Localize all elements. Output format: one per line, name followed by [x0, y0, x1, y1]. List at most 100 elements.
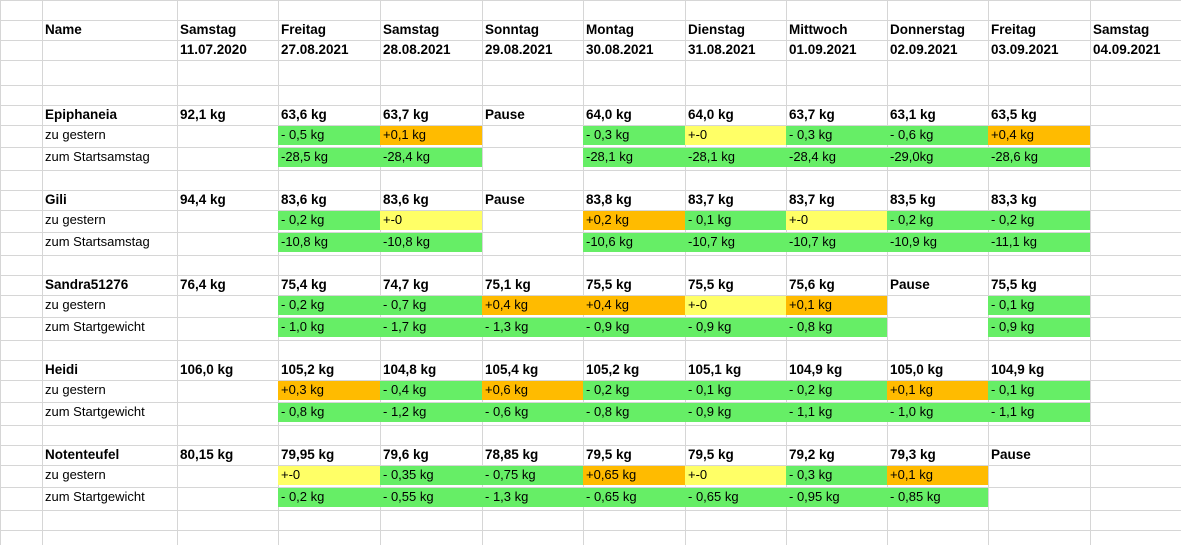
participant-name-cell[interactable]: Sandra51276	[45, 277, 129, 292]
total-cell[interactable]: -28,4 kg	[786, 148, 887, 167]
total-cell[interactable]	[1090, 233, 1181, 252]
diff-cell[interactable]	[887, 296, 988, 315]
weight-cell[interactable]: 79,5 kg	[688, 447, 734, 462]
total-cell[interactable]	[177, 488, 278, 507]
weight-cell[interactable]: 106,0 kg	[180, 362, 234, 377]
weight-cell[interactable]: 83,6 kg	[281, 192, 327, 207]
total-cell[interactable]	[177, 148, 278, 167]
total-cell[interactable]: - 1,0 kg	[278, 318, 380, 337]
total-cell[interactable]: -28,4 kg	[380, 148, 482, 167]
weight-cell[interactable]: 105,4 kg	[485, 362, 539, 377]
total-cell[interactable]: - 0,8 kg	[786, 318, 887, 337]
diff-cell[interactable]: - 0,2 kg	[278, 211, 380, 230]
weight-cell[interactable]: 105,1 kg	[688, 362, 742, 377]
total-cell[interactable]: - 0,9 kg	[685, 318, 786, 337]
total-label-cell[interactable]: zum Startgewicht	[45, 489, 145, 504]
total-cell[interactable]	[482, 233, 583, 252]
diff-cell[interactable]: +-0	[380, 211, 482, 230]
weight-cell[interactable]: 63,6 kg	[281, 107, 327, 122]
total-cell[interactable]: -10,7 kg	[786, 233, 887, 252]
diff-cell[interactable]: - 0,1 kg	[685, 211, 786, 230]
diff-cell[interactable]: +0,4 kg	[482, 296, 583, 315]
diff-cell[interactable]: +-0	[685, 466, 786, 485]
total-label-cell[interactable]: zum Startsamstag	[45, 234, 150, 249]
total-cell[interactable]	[1090, 318, 1181, 337]
diff-cell[interactable]	[482, 126, 583, 145]
total-cell[interactable]: - 1,3 kg	[482, 318, 583, 337]
weight-cell[interactable]: 104,9 kg	[789, 362, 843, 377]
weight-cell[interactable]: 79,5 kg	[586, 447, 632, 462]
weight-cell[interactable]: 80,15 kg	[180, 447, 234, 462]
weight-cell[interactable]: 105,2 kg	[281, 362, 335, 377]
header-day-cell[interactable]: Freitag	[281, 22, 327, 37]
diff-cell[interactable]	[177, 466, 278, 485]
weight-cell[interactable]: 104,9 kg	[991, 362, 1045, 377]
diff-cell[interactable]	[988, 466, 1090, 485]
weight-cell[interactable]: Pause	[991, 447, 1031, 462]
total-cell[interactable]: -10,7 kg	[685, 233, 786, 252]
weight-cell[interactable]: 79,2 kg	[789, 447, 835, 462]
total-cell[interactable]: -28,5 kg	[278, 148, 380, 167]
total-cell[interactable]: - 0,9 kg	[685, 403, 786, 422]
diff-cell[interactable]: +0,6 kg	[482, 381, 583, 400]
total-cell[interactable]: - 0,65 kg	[685, 488, 786, 507]
weight-cell[interactable]: 104,8 kg	[383, 362, 437, 377]
diff-cell[interactable]: - 0,5 kg	[278, 126, 380, 145]
total-cell[interactable]: - 1,1 kg	[786, 403, 887, 422]
weight-cell[interactable]: 75,5 kg	[991, 277, 1037, 292]
weight-cell[interactable]: 75,1 kg	[485, 277, 531, 292]
weight-cell[interactable]: Pause	[890, 277, 930, 292]
diff-cell[interactable]: +0,65 kg	[583, 466, 685, 485]
weight-cell[interactable]: 63,7 kg	[383, 107, 429, 122]
diff-cell[interactable]: - 0,7 kg	[380, 296, 482, 315]
weight-cell[interactable]	[1090, 191, 1181, 210]
header-date-cell[interactable]: 04.09.2021	[1093, 42, 1161, 57]
weight-cell[interactable]: 78,85 kg	[485, 447, 539, 462]
total-cell[interactable]: -29,0kg	[887, 148, 988, 167]
header-day-cell[interactable]: Samstag	[1093, 22, 1150, 37]
total-cell[interactable]: - 0,55 kg	[380, 488, 482, 507]
header-date-cell[interactable]: 30.08.2021	[586, 42, 654, 57]
header-date-cell[interactable]: 28.08.2021	[383, 42, 451, 57]
total-cell[interactable]: -10,8 kg	[278, 233, 380, 252]
total-cell[interactable]: - 0,6 kg	[482, 403, 583, 422]
weight-cell[interactable]: Pause	[485, 192, 525, 207]
total-cell[interactable]: - 0,85 kg	[887, 488, 988, 507]
total-label-cell[interactable]: zum Startgewicht	[45, 319, 145, 334]
total-cell[interactable]	[177, 403, 278, 422]
weight-cell[interactable]: 75,5 kg	[688, 277, 734, 292]
weight-cell[interactable]: 64,0 kg	[586, 107, 632, 122]
weight-cell[interactable]: 75,4 kg	[281, 277, 327, 292]
total-cell[interactable]: - 0,8 kg	[278, 403, 380, 422]
weight-cell[interactable]: 79,95 kg	[281, 447, 335, 462]
diff-cell[interactable]: +0,2 kg	[583, 211, 685, 230]
diff-cell[interactable]: - 0,1 kg	[988, 296, 1090, 315]
diff-cell[interactable]: - 0,1 kg	[685, 381, 786, 400]
total-cell[interactable]: -28,6 kg	[988, 148, 1090, 167]
diff-cell[interactable]	[177, 211, 278, 230]
header-date-cell[interactable]: 03.09.2021	[991, 42, 1059, 57]
header-date-cell[interactable]: 02.09.2021	[890, 42, 958, 57]
total-cell[interactable]: - 0,65 kg	[583, 488, 685, 507]
total-cell[interactable]	[177, 233, 278, 252]
weight-cell[interactable]: 64,0 kg	[688, 107, 734, 122]
total-cell[interactable]: -28,1 kg	[583, 148, 685, 167]
diff-cell[interactable]	[177, 126, 278, 145]
diff-cell[interactable]: +-0	[685, 126, 786, 145]
diff-cell[interactable]	[1090, 466, 1181, 485]
total-cell[interactable]: -28,1 kg	[685, 148, 786, 167]
total-cell[interactable]	[482, 148, 583, 167]
total-cell[interactable]: - 1,3 kg	[482, 488, 583, 507]
total-cell[interactable]: -11,1 kg	[988, 233, 1090, 252]
weight-cell[interactable]: 105,2 kg	[586, 362, 640, 377]
participant-name-cell[interactable]: Gili	[45, 192, 67, 207]
diff-cell[interactable]: +0,1 kg	[887, 466, 988, 485]
diff-cell[interactable]	[1090, 296, 1181, 315]
diff-cell[interactable]: +-0	[278, 466, 380, 485]
header-day-cell[interactable]: Samstag	[180, 22, 237, 37]
total-cell[interactable]: -10,9 kg	[887, 233, 988, 252]
header-day-cell[interactable]: Donnerstag	[890, 22, 966, 37]
weight-cell[interactable]: 63,7 kg	[789, 107, 835, 122]
header-day-cell[interactable]: Sonntag	[485, 22, 539, 37]
diff-label-cell[interactable]: zu gestern	[45, 212, 106, 227]
